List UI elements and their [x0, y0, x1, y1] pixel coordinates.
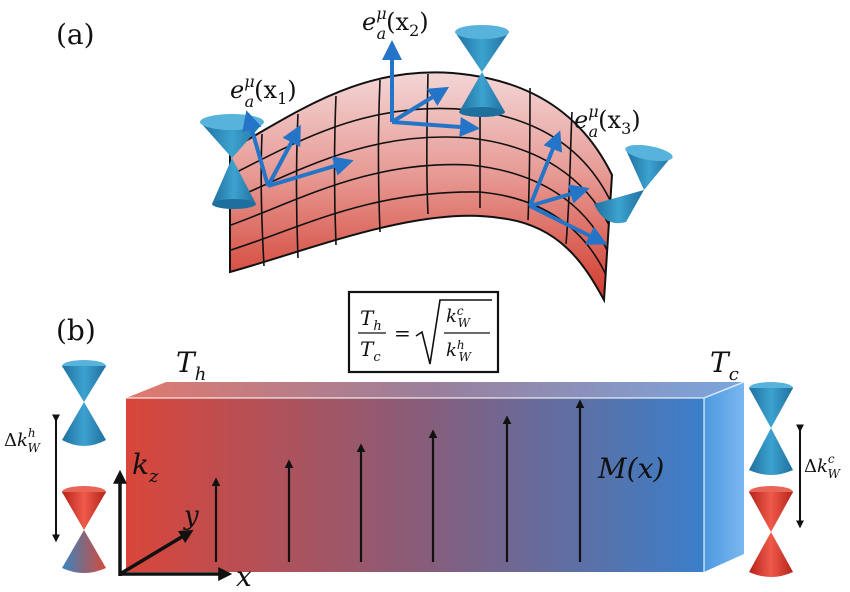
coordinate-axes: [113, 469, 233, 581]
cold-lower-cone: [749, 486, 793, 577]
light-cone-x2: [455, 25, 509, 117]
hot-side-cones: [62, 360, 106, 573]
cold-side-cones: [749, 382, 793, 577]
formula-rhs-numerator: kc W: [446, 304, 472, 330]
vielbein-label-x1: eμ a(x1): [230, 72, 297, 111]
panel-b: (b) kz x y M(x): [4, 290, 842, 592]
formula-sqrt-sign: [415, 299, 492, 365]
vielbein-arrows-x2: [382, 40, 480, 137]
vielbein-arrows-x1: [242, 110, 354, 188]
slab-front-face: [126, 398, 704, 572]
cold-gap-label: Δkc W: [804, 452, 842, 481]
hot-gap-label: Δkh W: [4, 426, 42, 455]
panel-a-label: (a): [56, 18, 95, 51]
hot-upper-cone: [62, 360, 106, 446]
hot-lower-cone: [62, 486, 106, 573]
light-cone-x3: [594, 144, 673, 224]
vielbein-arrows-x3: [528, 130, 608, 245]
vielbein-label-x2: eμ a(x2): [362, 4, 429, 43]
slab-top-face: [126, 382, 744, 398]
formula-equals: =: [394, 321, 411, 345]
x-axis-label: x: [236, 560, 252, 592]
magnetization-arrows: [211, 399, 585, 562]
hot-temperature-label: Th: [176, 346, 206, 385]
temperature-ratio-formula: Th Tc = kc W kh W: [347, 290, 500, 374]
cold-upper-cone: [749, 382, 793, 475]
magnetization-label: M(x): [597, 452, 664, 485]
panel-b-label: (b): [56, 314, 96, 347]
y-axis-label: y: [183, 501, 199, 531]
slab-side-face: [704, 382, 744, 572]
vielbein-label-x3: eμ a(x3): [574, 102, 641, 141]
formula-lhs-denominator: Tc: [360, 337, 381, 365]
panel-a: (a): [56, 4, 673, 304]
sheet-surface: [229, 71, 614, 304]
cold-temperature-label: Tc: [710, 346, 739, 385]
formula-rhs-denominator: kh W: [446, 338, 473, 364]
slab: [126, 381, 745, 572]
formula-lhs-numerator: Th: [360, 306, 382, 334]
y-axis: [119, 529, 194, 576]
kz-axis-label: kz: [132, 448, 159, 487]
